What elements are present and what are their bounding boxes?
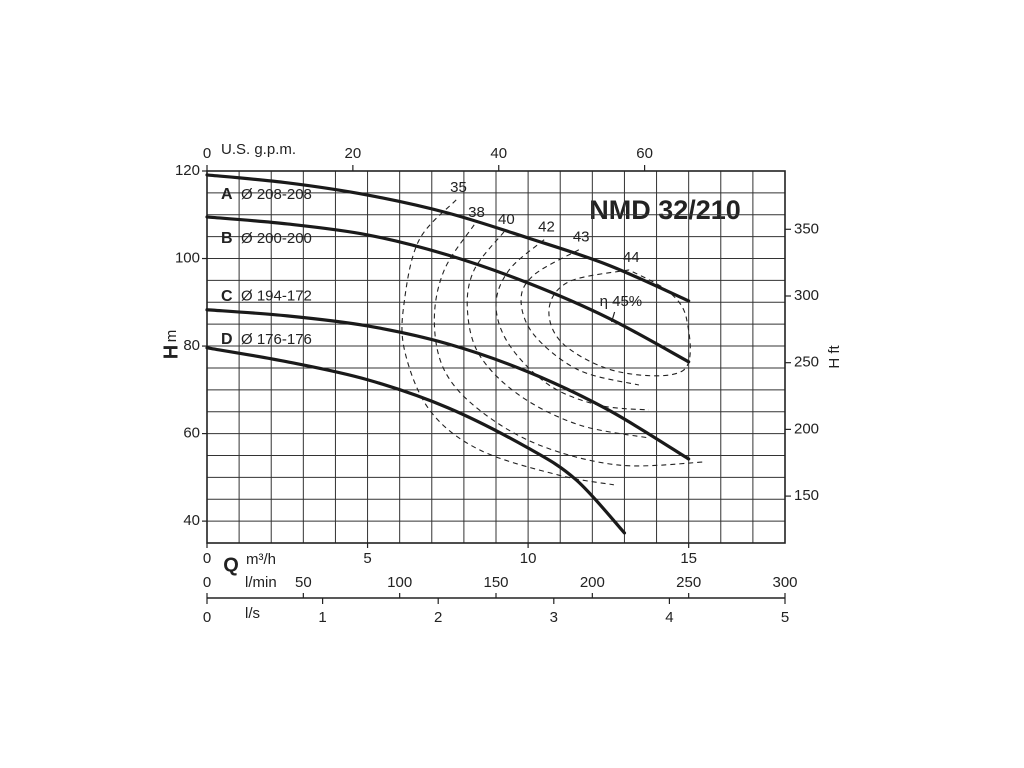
curve-letter: C — [221, 288, 233, 305]
efficiency-label: 44 — [623, 249, 640, 266]
curve-name: Ø 208-208 — [241, 186, 312, 203]
ls-tick-label: 1 — [318, 609, 326, 626]
y2-tick-label: 200 — [794, 420, 819, 437]
y-axis-label: H — [160, 345, 182, 359]
x-tick-label: 15 — [680, 550, 697, 567]
efficiency-label: 35 — [450, 179, 467, 196]
curve-name: Ø 200-200 — [241, 230, 312, 247]
ls-axis-label: l/s — [245, 605, 260, 622]
ls-tick-label: 2 — [434, 609, 442, 626]
y2-axis-label: H ft — [826, 345, 843, 369]
lmin-tick-label: 250 — [676, 574, 701, 591]
x-tick-label: 0 — [203, 550, 211, 567]
top-tick-label: 0 — [203, 145, 211, 162]
curve-letter: B — [221, 230, 233, 247]
lmin-tick-label: 150 — [483, 574, 508, 591]
x-axis-label: Q — [223, 554, 239, 576]
y-tick-label: 40 — [183, 512, 200, 529]
curve-letter: A — [221, 186, 233, 203]
pump-curve — [205, 173, 691, 303]
y2-tick-label: 150 — [794, 487, 819, 504]
efficiency-label: 42 — [538, 219, 555, 236]
efficiency-curve — [466, 231, 649, 439]
chart-title: NMD 32/210 — [589, 195, 741, 225]
pump-curve — [205, 215, 691, 364]
ls-tick-label: 5 — [781, 609, 789, 626]
efficiency-label: 38 — [468, 204, 485, 221]
x-axis-unit: m³/h — [246, 551, 276, 568]
y2-tick-label: 250 — [794, 354, 819, 371]
efficiency-curve — [548, 269, 691, 377]
y-tick-label: 80 — [183, 337, 200, 354]
efficiency-label: 40 — [498, 211, 515, 228]
lmin-tick-label: 300 — [772, 574, 797, 591]
top-tick-label: 20 — [345, 145, 362, 162]
y2-tick-label: 350 — [794, 220, 819, 237]
curve-name: Ø 194-172 — [241, 288, 312, 305]
top-tick-label: 60 — [636, 145, 653, 162]
lmin-tick-label: 0 — [203, 574, 211, 591]
ls-tick-label: 3 — [550, 609, 558, 626]
y-axis-unit: m — [163, 330, 180, 343]
pump-curve — [205, 346, 627, 535]
lmin-tick-label: 50 — [295, 574, 312, 591]
y-tick-label: 60 — [183, 425, 200, 442]
top-tick-label: 40 — [490, 145, 507, 162]
y-tick-label: 120 — [175, 162, 200, 179]
y-tick-label: 100 — [175, 249, 200, 266]
top-axis-label: U.S. g.p.m. — [221, 141, 296, 158]
plot-frame — [206, 170, 786, 544]
y2-tick-label: 300 — [794, 287, 819, 304]
efficiency-curve — [520, 249, 640, 386]
lmin-axis-label: l/min — [245, 574, 277, 591]
pump-curve — [205, 308, 691, 461]
ls-tick-label: 4 — [665, 609, 673, 626]
efficiency-curve — [401, 199, 614, 486]
x-tick-label: 10 — [520, 550, 537, 567]
x-tick-label: 5 — [363, 550, 371, 567]
curve-letter: D — [221, 331, 233, 348]
efficiency-label: η 45% — [600, 293, 643, 310]
lmin-tick-label: 200 — [580, 574, 605, 591]
curve-name: Ø 176-176 — [241, 331, 312, 348]
efficiency-curve — [433, 224, 704, 467]
lmin-tick-label: 100 — [387, 574, 412, 591]
ls-tick-label: 0 — [203, 609, 211, 626]
efficiency-label: 43 — [573, 229, 590, 246]
